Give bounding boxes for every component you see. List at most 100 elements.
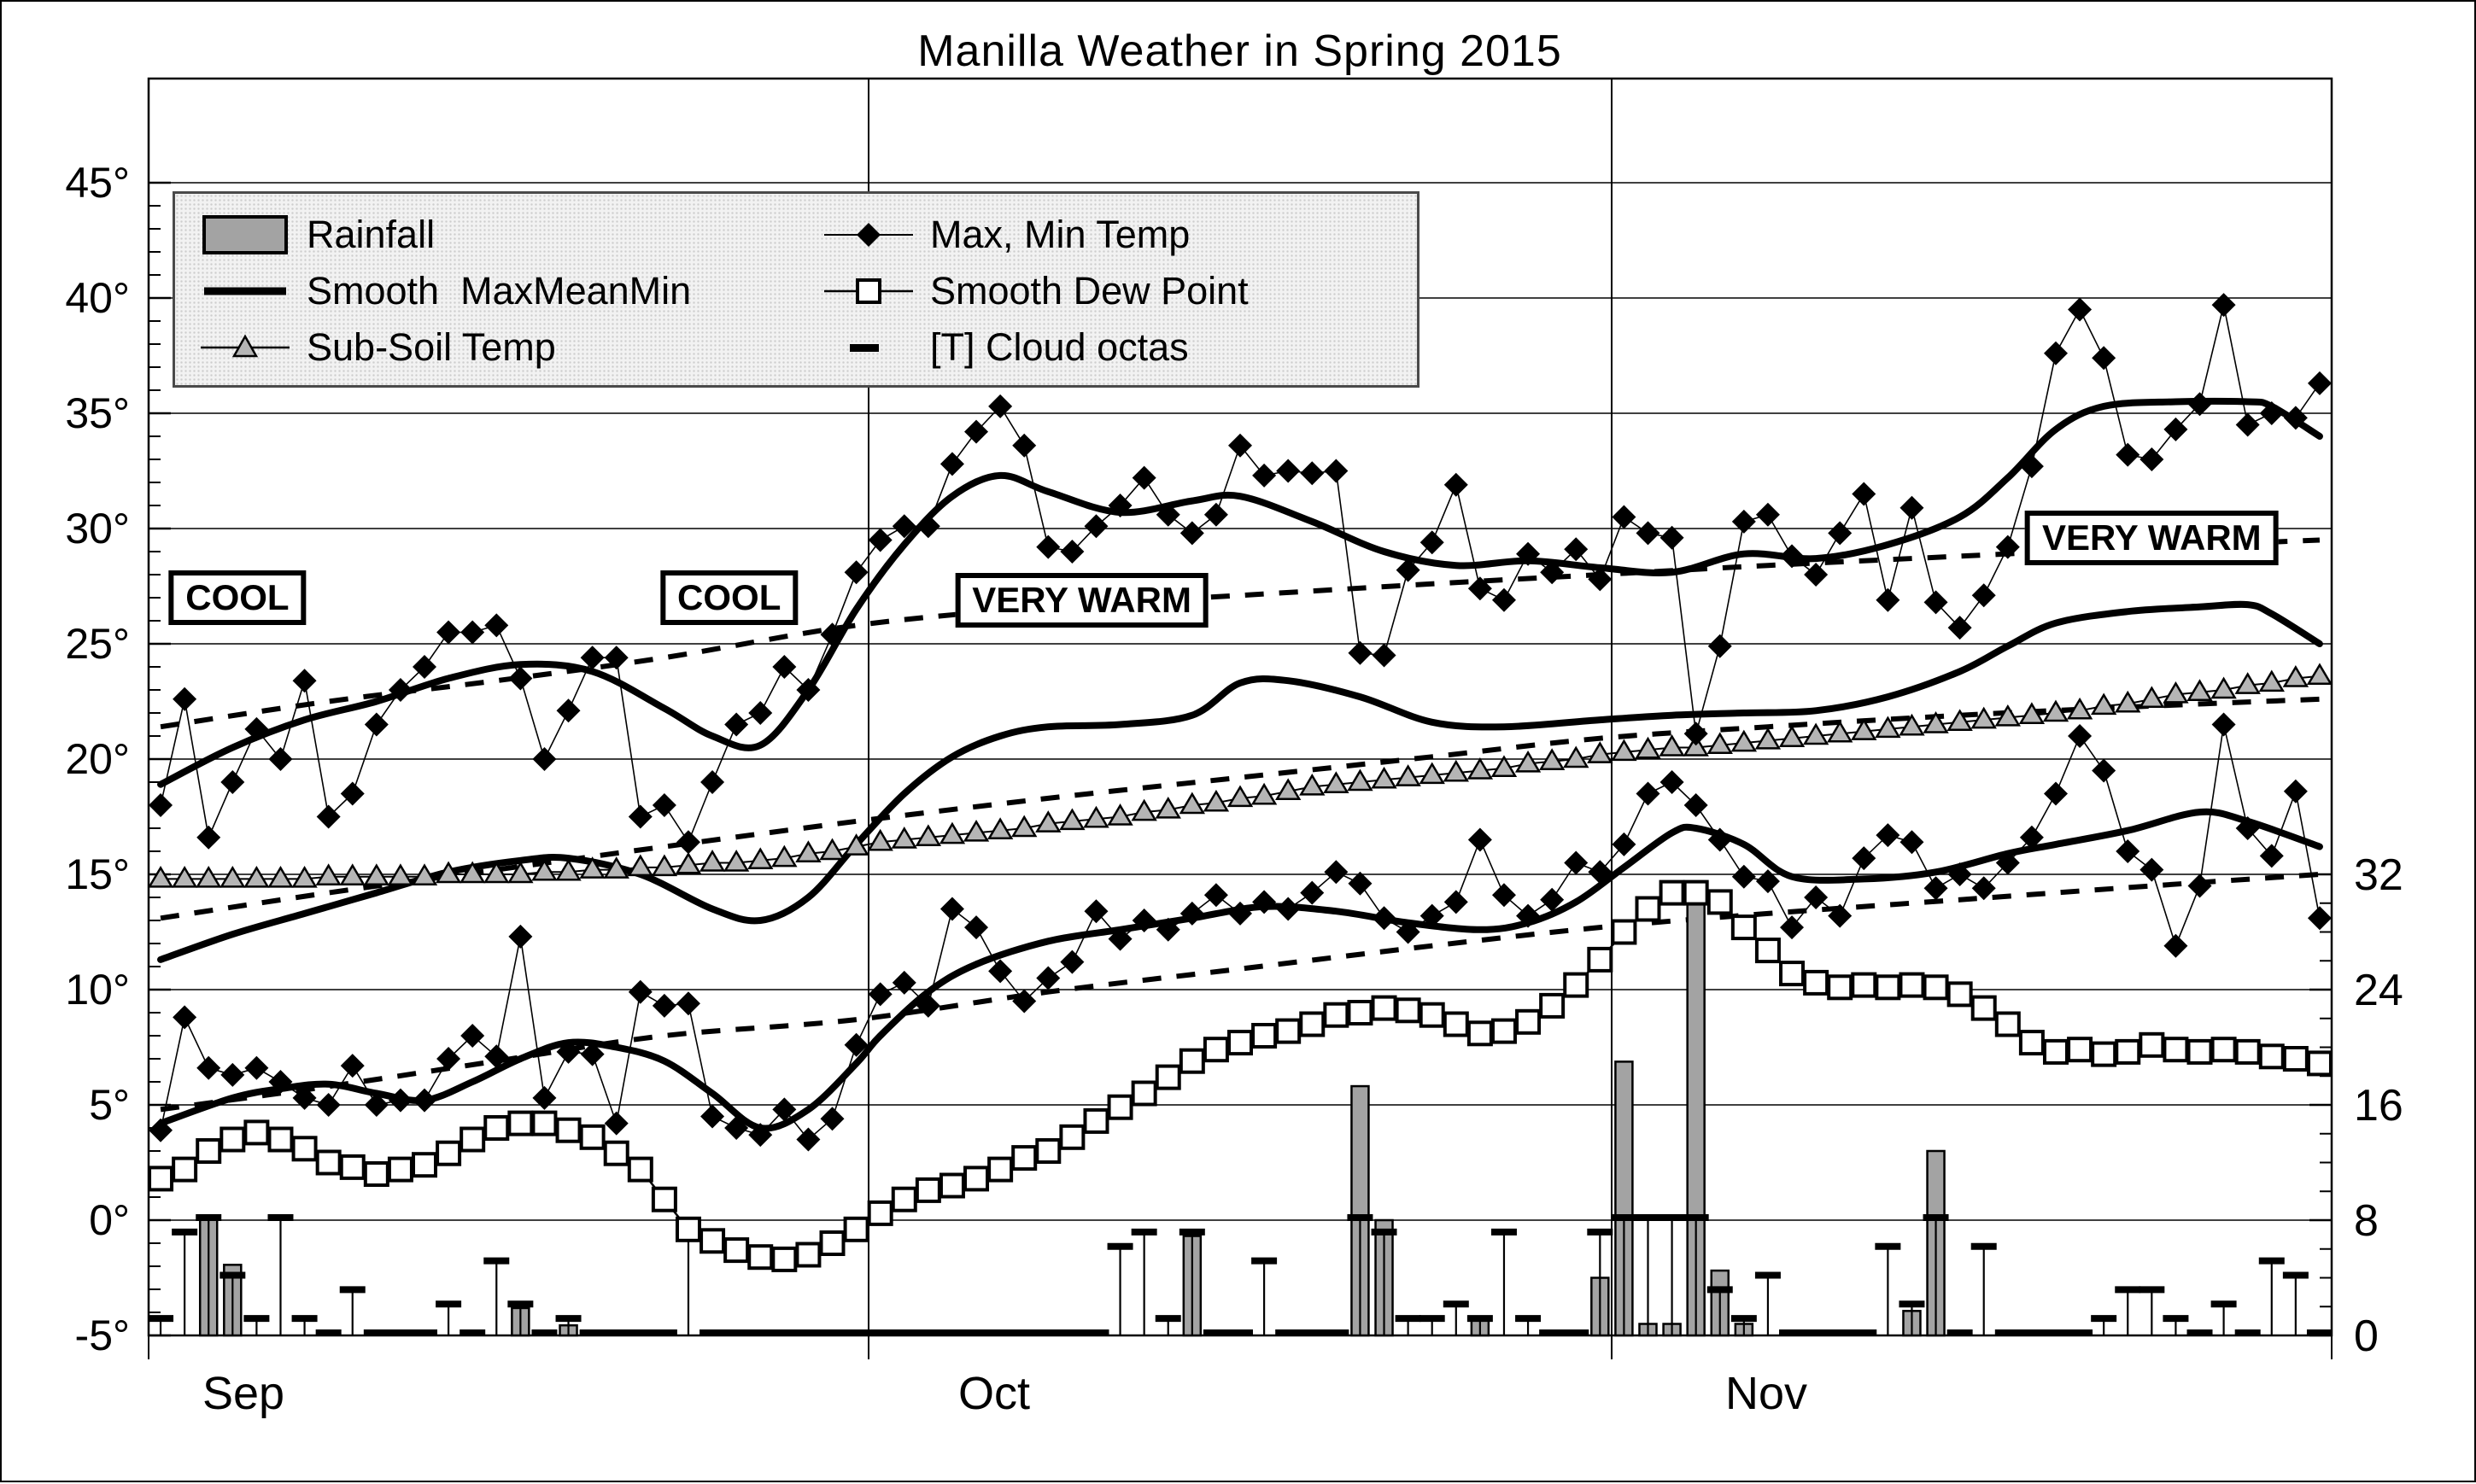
temp-diamond-marker (173, 1005, 197, 1030)
dew-point-square-marker (1179, 1048, 1205, 1074)
temp-diamond-marker (532, 1085, 557, 1110)
sub-soil-triangle-marker (2018, 702, 2046, 724)
temp-diamond-marker (292, 669, 317, 693)
temp-diamond-marker (964, 915, 989, 940)
sub-soil-triangle-marker (843, 833, 869, 856)
sub-soil-triangle-marker (267, 865, 294, 888)
cloud-octas-mark (363, 1329, 389, 1336)
cloud-octas-marks (148, 1214, 2333, 1336)
sub-soil-triangle-marker (747, 847, 774, 870)
temp-diamond-marker (1612, 832, 1636, 856)
temp-diamond-marker (413, 655, 437, 679)
dew-point-square-marker (1371, 995, 1397, 1021)
temp-diamond-marker (1804, 563, 1829, 587)
sub-soil-triangle-marker (2282, 665, 2309, 687)
cloud-octas-mark (315, 1329, 342, 1336)
sub-soil-triangle-marker (2066, 697, 2093, 720)
cloud-octas-mark (531, 1329, 558, 1336)
dew-point-square-marker (1323, 1002, 1349, 1028)
dew-point-square-marker (339, 1154, 366, 1180)
triangle-line-icon (201, 322, 295, 373)
sub-soil-triangle-marker (1299, 773, 1326, 796)
temp-diamond-marker (1084, 899, 1109, 924)
temp-diamond-marker (724, 712, 749, 737)
dew-point-square-marker (1299, 1011, 1326, 1037)
dew-point-square-marker (1827, 974, 1853, 1001)
dew-point-square-marker (1466, 1020, 1493, 1047)
temp-diamond-marker (508, 666, 533, 691)
temp-diamond-marker (2211, 712, 2236, 737)
cloud-octas-mark (603, 1329, 629, 1336)
temp-diamond-marker (1132, 465, 1156, 490)
temp-diamond-marker (1108, 926, 1133, 951)
axis-ticks (149, 181, 2332, 1337)
dew-point-square-marker (1899, 972, 1925, 998)
min-temp-series (149, 712, 2332, 1152)
temp-diamond-marker (1203, 883, 1228, 908)
legend-item: Rainfall (201, 209, 435, 260)
dew-point-square-marker (1611, 919, 1637, 945)
cloud-octas-mark (843, 1329, 869, 1336)
sub-soil-triangle-marker (1899, 713, 1925, 736)
y-axis-right-label: 16 (2354, 1081, 2403, 1131)
temp-diamond-marker (1012, 989, 1037, 1014)
temp-diamond-marker (868, 982, 893, 1007)
temp-diamond-marker (364, 712, 389, 737)
dew-point-square-marker (2091, 1041, 2117, 1067)
annotation-box: VERY WARM (2024, 510, 2279, 565)
legend-item-label: Sub-Soil Temp (307, 325, 556, 369)
temp-diamond-marker (796, 1127, 821, 1152)
temp-diamond-marker (460, 1024, 485, 1048)
temp-diamond-marker (1707, 827, 1732, 852)
dash-icon (824, 322, 918, 373)
sub-soil-triangle-marker (867, 828, 893, 851)
cloud-octas-mark (1970, 1242, 1997, 1250)
y-axis-left-label: 40° (65, 274, 130, 322)
cloud-octas-mark (412, 1329, 438, 1336)
temp-diamond-marker (1588, 860, 1613, 885)
temp-diamond-marker (196, 1055, 221, 1080)
temp-diamond-marker (388, 1088, 413, 1113)
temp-diamond-marker (508, 924, 533, 949)
sub-soil-triangle-marker (2210, 676, 2237, 699)
cloud-octas-mark (2258, 1257, 2285, 1265)
cloud-octas-mark (987, 1329, 1014, 1336)
sub-soil-triangle-marker (915, 824, 942, 847)
cloud-octas-mark (891, 1329, 917, 1336)
y-axis-left-label: 25° (65, 620, 130, 668)
temp-diamond-marker (1156, 502, 1180, 527)
sub-soil-triangle-marker (1970, 706, 1997, 729)
temp-diamond-marker (1396, 920, 1420, 944)
dew-point-square-marker (1155, 1064, 1181, 1090)
cloud-octas-mark (771, 1329, 798, 1336)
temp-diamond-marker (820, 622, 845, 647)
temp-diamond-marker (1876, 587, 1900, 612)
temp-diamond-marker (820, 1107, 845, 1131)
temp-diamond-marker (2211, 293, 2236, 318)
sub-soil-triangle-marker (627, 854, 653, 877)
cloud-octas-mark (2018, 1329, 2045, 1336)
temp-diamond-marker (604, 646, 629, 670)
temp-diamond-marker (1036, 535, 1061, 559)
sub-soil-triangle-marker (483, 861, 510, 884)
legend-item: Max, Min Temp (824, 209, 1190, 260)
cloud-octas-mark (1946, 1329, 1973, 1336)
thick-line-icon (201, 266, 295, 317)
temp-diamond-marker (268, 1070, 293, 1094)
cloud-octas-mark (1730, 1315, 1757, 1323)
temp-diamond-marker (628, 804, 653, 829)
dew-point-square-marker (819, 1230, 846, 1256)
sub-soil-triangle-marker (675, 851, 702, 874)
temp-diamond-marker (964, 419, 989, 444)
dew-point-square-marker (2115, 1038, 2141, 1065)
sub-soil-triangle-marker (1203, 789, 1230, 812)
cloud-octas-mark (2186, 1329, 2213, 1336)
y-axis-left-label: 35° (65, 389, 130, 437)
cloud-octas-mark (1563, 1329, 1589, 1336)
sub-soil-triangle-marker (1035, 810, 1062, 833)
cloud-octas-mark (1395, 1315, 1421, 1323)
temp-diamond-marker (196, 825, 221, 850)
sub-soil-triangle-marker (435, 861, 462, 884)
cloud-octas-mark (1635, 1214, 1661, 1221)
temp-diamond-marker (149, 1118, 173, 1142)
